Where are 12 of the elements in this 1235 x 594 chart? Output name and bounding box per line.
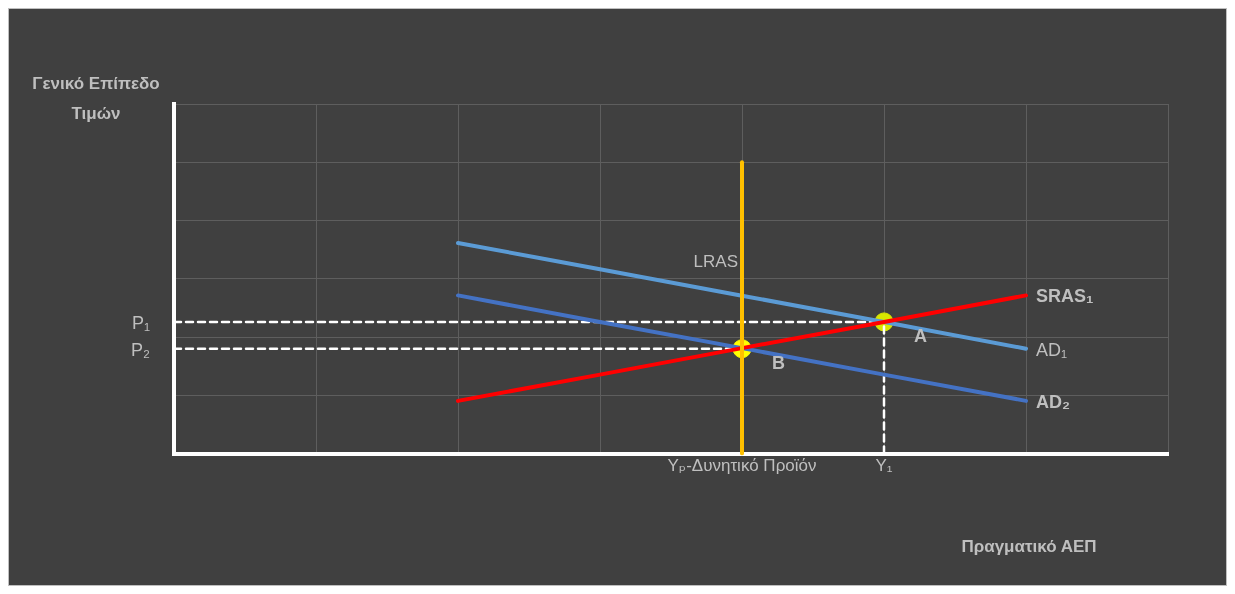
series-label: P₁ — [131, 312, 150, 333]
x-tick-label: Yₚ-Δυνητικό Προϊόν — [667, 456, 817, 476]
annotation: A — [914, 325, 927, 346]
series-label: AD₂ — [1036, 391, 1070, 412]
series-label: SRAS₁ — [1036, 286, 1094, 307]
x-axis-title: Πραγματικό ΑΕΠ — [960, 537, 1098, 557]
x-tick-label: Y₁ — [875, 456, 893, 476]
series-label: P₂ — [131, 339, 151, 360]
series-label: LRAS — [693, 251, 738, 271]
y-axis-title: Γενικό Επίπεδο Τιμών — [31, 73, 161, 125]
series-label: AD₁ — [1036, 339, 1068, 360]
annotation: B — [772, 352, 785, 373]
